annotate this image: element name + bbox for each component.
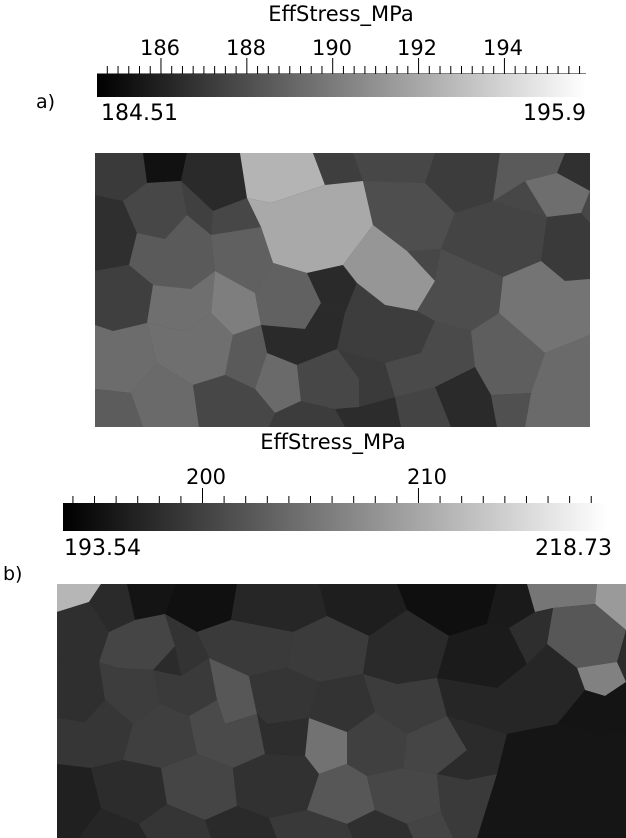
colorbar-tick-label: 192 — [396, 36, 438, 60]
colorbar-tick-label: 194 — [482, 36, 524, 60]
colorbar-tick-label: 190 — [311, 36, 353, 60]
colorbar-tick-label: 210 — [406, 465, 448, 489]
colorbar-title: EffStress_MPa — [268, 2, 414, 26]
panel-label: b) — [3, 563, 23, 585]
grain-map-image — [57, 584, 626, 838]
colorbar-gradient — [63, 503, 607, 531]
colorbar-tick-label: 186 — [139, 36, 181, 60]
colorbar-tick-label: 188 — [225, 36, 267, 60]
panel-b: EffStress_MPa 200 210 193.54 218.73 b) — [0, 430, 626, 838]
grain-map-image — [95, 153, 590, 427]
colorbar-min-label: 193.54 — [64, 536, 141, 561]
colorbar-gradient — [97, 74, 586, 97]
panel-label: a) — [36, 91, 56, 113]
grain-stress-map — [57, 584, 626, 838]
colorbar-max-label: 218.73 — [535, 536, 612, 561]
grain-stress-map — [95, 153, 590, 427]
colorbar-min-label: 184.51 — [101, 101, 178, 126]
colorbar-title: EffStress_MPa — [260, 430, 406, 454]
panel-a: EffStress_MPa 186 188 190 192 194 a) 184… — [36, 2, 590, 427]
colorbar-tick-label: 200 — [185, 465, 227, 489]
colorbar-max-label: 195.9 — [523, 101, 586, 126]
